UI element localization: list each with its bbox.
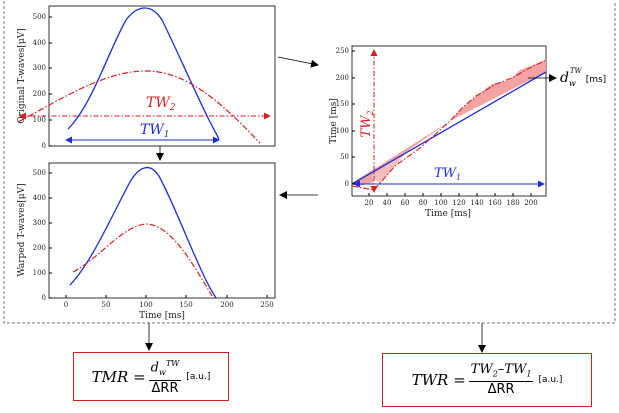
plot2-xtick-label: 50	[102, 301, 111, 309]
plot2-yticks: 0 100 200 300 400 500	[33, 169, 52, 302]
tmr-formula-box: TMR = dwTW ΔRR [a.u.]	[73, 352, 229, 401]
plot1-yticks: 0 100 200 300 400 500	[33, 13, 52, 150]
plot1-axes-box	[48, 5, 276, 147]
plot3-xticks: 20 40 60 80 100 120 140 160 180 200	[365, 193, 538, 207]
plot3-ytick-label: 250	[336, 47, 349, 55]
dashed-frame	[3, 1, 616, 324]
twr-unit: [a.u.]	[538, 375, 563, 385]
plot1-blue-wave	[67, 7, 220, 140]
plot2-ytick-label: 300	[33, 219, 46, 227]
plot2-blue-wave	[69, 167, 217, 299]
plot3-warping-path-line	[351, 59, 547, 191]
plot3-xlabel: Time [ms]	[425, 209, 471, 219]
twr-numerator: TW2–TW1	[468, 362, 534, 383]
plot3-diagonal-line	[351, 71, 547, 185]
plot3-yticks: 0 50 100 150 200 250	[336, 47, 355, 188]
plot-warping-path: TW1 TW2 0 50 100 150 200 250	[329, 45, 606, 219]
plot1-tw2-label: TW2	[146, 95, 176, 113]
plot3-xtick-label: 180	[506, 199, 519, 207]
plot3-dw-label: dwTW[ms]	[560, 67, 606, 88]
plot3-ytick-label: 0	[345, 180, 349, 188]
plot2-ytick-label: 100	[33, 269, 46, 277]
plot1-ytick-label: 500	[33, 13, 46, 21]
plot3-ytick-label: 200	[336, 74, 349, 82]
plot2-ylabel: Warped T-waves[μV]	[17, 183, 27, 276]
plot3-xtick-label: 120	[452, 199, 465, 207]
plot2-xtick-label: 200	[220, 301, 233, 309]
tmr-fraction: dwTW ΔRR	[148, 357, 182, 396]
plot3-tw1-label: TW1	[434, 166, 461, 182]
plot2-ytick-label: 400	[33, 194, 46, 202]
plot1-ytick-label: 100	[33, 116, 46, 124]
tmr-unit: [a.u.]	[186, 371, 211, 382]
plot1-ytick-label: 400	[33, 39, 46, 47]
plot2-xlabel: Time [ms]	[139, 311, 185, 321]
plot2-xtick-label: 0	[64, 301, 68, 309]
twr-formula-box: TWR = TW2–TW1 ΔRR [a.u.]	[382, 353, 592, 407]
arrow-plot1-to-plot3	[277, 56, 319, 68]
plot3-xtick-label: 100	[434, 199, 447, 207]
plot3-xtick-label: 80	[419, 199, 428, 207]
plot2-ytick-label: 200	[33, 244, 46, 252]
tmr-numerator: dwTW	[148, 357, 182, 381]
plot2-xtick-label: 100	[139, 301, 152, 309]
plot2-axes-box	[48, 162, 276, 299]
twr-denominator: ΔRR	[487, 382, 515, 398]
plot1-ytick-label: 300	[33, 64, 46, 72]
plot3-ytick-label: 150	[336, 100, 349, 108]
plot3-xtick-label: 160	[488, 199, 501, 207]
twr-lhs: TWR =	[411, 371, 466, 389]
plot3-ytick-label: 100	[336, 127, 349, 135]
plot1-tw1-label: TW1	[140, 122, 169, 140]
plot1-red-wave	[17, 70, 261, 144]
plot2-xtick-label: 250	[260, 301, 273, 309]
plot2-xticks: 0 50 100 150 200 250	[64, 295, 274, 309]
plot3-xtick-label: 40	[383, 199, 392, 207]
twr-fraction: TW2–TW1 ΔRR	[468, 362, 534, 398]
plot3-xtick-label: 20	[365, 199, 374, 207]
plot3-xtick-label: 60	[401, 199, 410, 207]
plot3-xtick-label: 200	[524, 199, 537, 207]
plot3-axes-box	[351, 45, 547, 197]
tmr-denominator: ΔRR	[151, 380, 179, 396]
plot3-difference-area-mid	[372, 121, 450, 184]
plot3-xtick-label: 140	[470, 199, 483, 207]
tmr-lhs: TMR =	[91, 367, 146, 386]
plot2-ytick-label: 0	[42, 294, 46, 302]
plot3-difference-area	[352, 60, 546, 186]
plot3-tw2-label: TW2	[359, 110, 375, 137]
plot-warped-twaves: 0 100 200 300 400 500 0 50 100 150 200 2…	[17, 162, 276, 321]
plot-original-twaves: 0 100 200 300 400 500 Original T-waves[μ…	[17, 5, 276, 150]
plot1-ytick-label: 0	[42, 142, 46, 150]
plot2-ytick-label: 500	[33, 169, 46, 177]
plot1-ytick-label: 200	[33, 90, 46, 98]
plot3-ytick-label: 50	[340, 153, 349, 161]
plot2-xtick-label: 150	[179, 301, 192, 309]
plot2-red-wave	[72, 223, 213, 297]
plot3-ylabel: Time [ms]	[329, 98, 339, 144]
plot1-ylabel: Original T-waves[μV]	[17, 28, 27, 123]
